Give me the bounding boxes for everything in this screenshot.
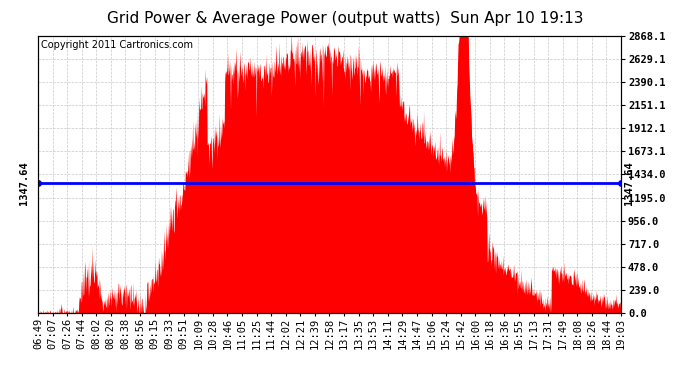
Text: Grid Power & Average Power (output watts)  Sun Apr 10 19:13: Grid Power & Average Power (output watts…: [107, 11, 583, 26]
Text: 1347.64: 1347.64: [19, 161, 29, 205]
Text: Copyright 2011 Cartronics.com: Copyright 2011 Cartronics.com: [41, 40, 193, 50]
Text: 1347.64: 1347.64: [624, 161, 634, 205]
